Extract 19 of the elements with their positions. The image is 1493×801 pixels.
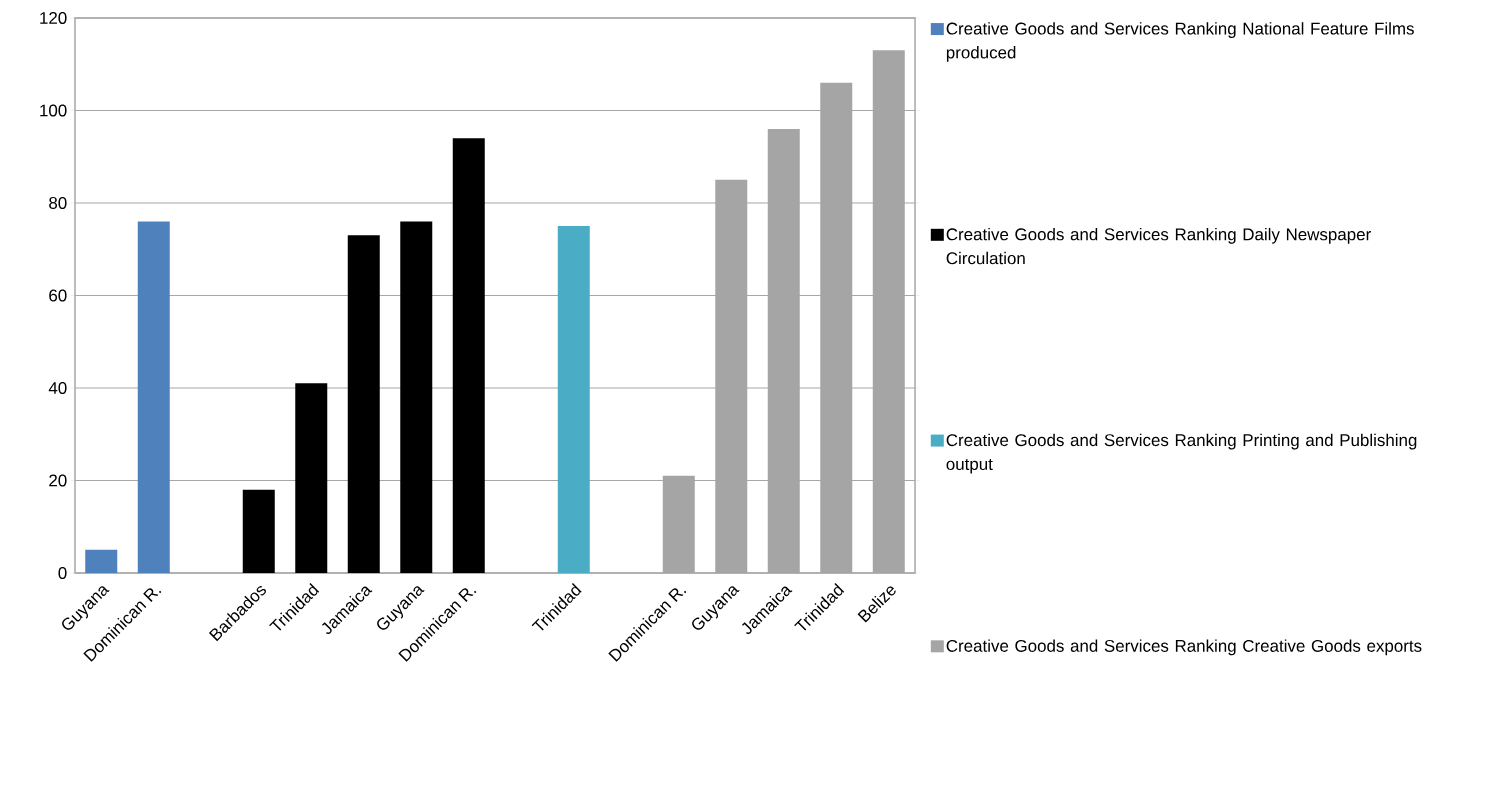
y-tick-label: 20 xyxy=(49,474,67,487)
bar xyxy=(557,226,590,573)
bar xyxy=(452,138,485,573)
bar xyxy=(242,489,275,573)
bar xyxy=(347,235,380,573)
legend-label: Creative Goods and Services Ranking Creative Goods exports xyxy=(946,639,1422,656)
legend-label: Creative Goods and Services Ranking Printing and Publishing output xyxy=(946,433,1417,474)
y-tick-label: 80 xyxy=(49,196,67,209)
y-tick-label: 0 xyxy=(58,567,67,579)
bar xyxy=(400,221,433,573)
y-tick-label: 40 xyxy=(48,381,67,394)
y-tick-label: 100 xyxy=(40,104,67,117)
y-tick-label: 120 xyxy=(40,11,67,24)
y-tick-label: 60 xyxy=(49,289,67,302)
bar xyxy=(85,549,118,573)
bar xyxy=(295,383,328,573)
legend-label: Creative Goods and Services Ranking Daily Newspaper Circulation xyxy=(946,227,1371,265)
bar xyxy=(137,221,170,573)
legend-label: Creative Goods and Services Ranking National Feature Films produced xyxy=(946,22,1414,62)
